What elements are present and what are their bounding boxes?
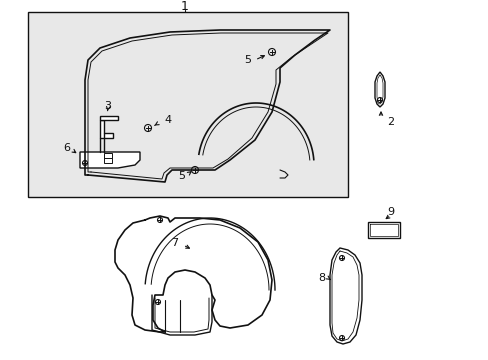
Polygon shape: [329, 248, 361, 344]
Text: 5: 5: [244, 55, 251, 65]
Bar: [104, 157, 112, 163]
Polygon shape: [100, 116, 118, 120]
Polygon shape: [367, 222, 399, 238]
Text: 3: 3: [104, 101, 111, 111]
Bar: [104, 153, 112, 158]
Text: 9: 9: [386, 207, 394, 217]
Polygon shape: [100, 120, 113, 138]
Polygon shape: [374, 72, 384, 107]
Text: 1: 1: [181, 0, 188, 13]
Bar: [28, 12, 347, 197]
Text: 6: 6: [63, 143, 70, 153]
Text: 7: 7: [171, 238, 178, 248]
Text: 5: 5: [178, 171, 185, 181]
Text: 8: 8: [318, 273, 325, 283]
Text: 4: 4: [164, 115, 171, 125]
Polygon shape: [80, 152, 140, 168]
Text: 2: 2: [386, 117, 394, 127]
